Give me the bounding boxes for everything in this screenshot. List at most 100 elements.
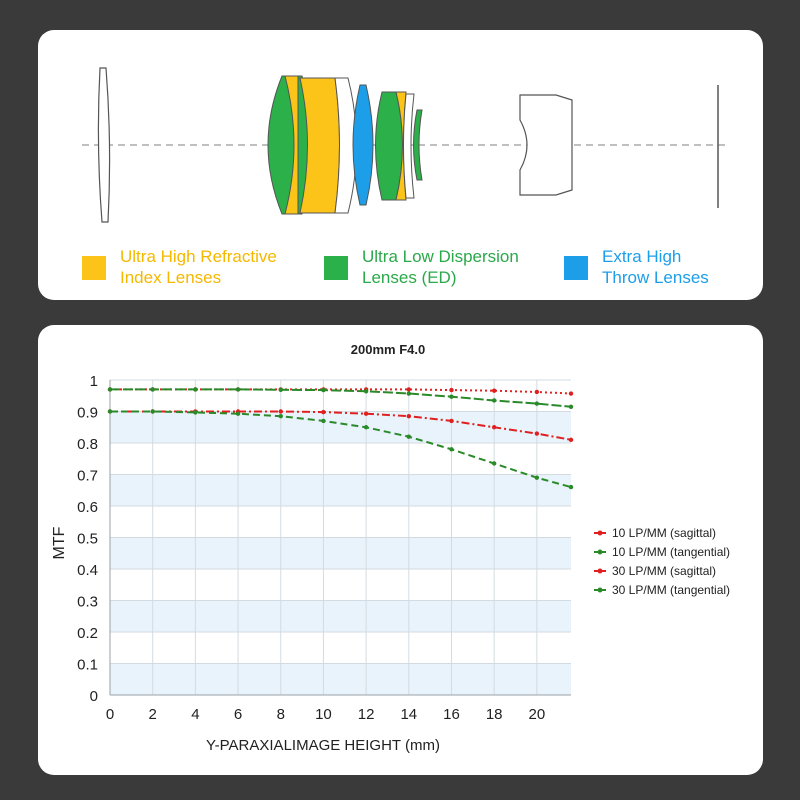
data-point bbox=[150, 387, 155, 392]
data-point bbox=[107, 409, 113, 414]
rear-group bbox=[519, 94, 573, 196]
data-point bbox=[406, 387, 411, 392]
x-tick-label: 6 bbox=[234, 706, 242, 723]
legend-extra-high-throw: Extra High Throw Lenses bbox=[564, 246, 709, 288]
y-axis-label: MTF bbox=[51, 526, 68, 559]
uhr-lens-1 bbox=[284, 75, 299, 215]
data-point bbox=[363, 411, 369, 416]
data-point bbox=[568, 437, 574, 443]
clear-lens-2 bbox=[403, 93, 415, 199]
ed-lens-3 bbox=[413, 109, 423, 181]
eht-lens bbox=[352, 84, 374, 206]
data-point bbox=[568, 484, 574, 490]
data-point bbox=[321, 409, 326, 415]
legend-label: 10 LP/MM (sagittal) bbox=[612, 526, 716, 540]
x-tick-label: 12 bbox=[358, 706, 375, 723]
legend-ultra-low-dispersion: Ultra Low Dispersion Lenses (ED) bbox=[324, 246, 519, 288]
data-point bbox=[406, 414, 411, 419]
x-tick-label: 20 bbox=[529, 706, 546, 723]
x-axis-label: Y-PARAXIALIMAGE HEIGHT (mm) bbox=[206, 737, 440, 754]
series-line bbox=[110, 410, 572, 489]
data-point bbox=[534, 401, 540, 406]
legend-label: Ultra High Refractive bbox=[120, 247, 277, 266]
x-tick-label: 0 bbox=[106, 706, 114, 723]
y-tick-label: 0.6 bbox=[77, 499, 98, 516]
data-point bbox=[534, 431, 540, 436]
y-tick-label: 0.4 bbox=[77, 562, 98, 579]
x-tick-label: 4 bbox=[191, 706, 199, 723]
legend-ultra-high-refractive: Ultra High Refractive Index Lenses bbox=[82, 246, 277, 288]
data-point bbox=[449, 387, 454, 393]
data-point bbox=[150, 409, 155, 414]
legend-swatch-yellow bbox=[82, 256, 106, 280]
legend-marker bbox=[597, 587, 603, 593]
x-tick-label: 2 bbox=[149, 706, 157, 723]
data-point bbox=[363, 425, 369, 430]
legend-swatch-green bbox=[324, 256, 348, 280]
y-tick-label: 0.2 bbox=[77, 625, 98, 642]
y-tick-label: 0.1 bbox=[77, 657, 98, 674]
data-point bbox=[406, 434, 411, 439]
legend-label: Extra High bbox=[602, 247, 682, 266]
mtf-chart: 200mm F4.0 Y-PARAXIALIMAGE HEIGHT (mm) M… bbox=[51, 342, 730, 754]
data-point bbox=[491, 461, 497, 466]
data-point bbox=[406, 391, 411, 396]
x-tick-label: 18 bbox=[486, 706, 503, 723]
data-point bbox=[107, 387, 113, 392]
x-tick-label: 16 bbox=[443, 706, 460, 723]
legend-label: 10 LP/MM (tangential) bbox=[612, 545, 730, 559]
legend-marker bbox=[597, 530, 603, 536]
series-line bbox=[110, 388, 572, 408]
data-point bbox=[193, 387, 198, 392]
data-point bbox=[491, 388, 497, 393]
legend-label: 30 LP/MM (tangential) bbox=[612, 583, 730, 597]
data-point bbox=[235, 387, 241, 392]
data-point bbox=[568, 404, 574, 409]
y-tick-label: 0.9 bbox=[77, 405, 98, 422]
mtf-chart-card: 200mm F4.0 Y-PARAXIALIMAGE HEIGHT (mm) M… bbox=[38, 325, 763, 775]
x-tick-label: 10 bbox=[315, 706, 332, 723]
x-tick-label: 14 bbox=[400, 706, 417, 723]
legend-marker bbox=[597, 568, 603, 574]
legend-label: Throw Lenses bbox=[602, 268, 709, 287]
lens-diagram-card: Ultra High Refractive Index Lenses Ultra… bbox=[38, 30, 763, 300]
grid-band bbox=[110, 411, 571, 443]
ed-lens-2 bbox=[375, 91, 403, 201]
series-group bbox=[107, 387, 574, 490]
legend-swatch-blue bbox=[564, 256, 588, 280]
x-tick-label: 8 bbox=[277, 706, 285, 723]
legend-label: Ultra Low Dispersion bbox=[362, 247, 519, 266]
grid-band bbox=[110, 600, 571, 632]
data-point bbox=[491, 398, 497, 403]
front-element bbox=[97, 67, 111, 223]
y-tick-label: 0.7 bbox=[77, 468, 98, 485]
data-point bbox=[534, 475, 540, 480]
y-tick-labels: 0 0.1 0.2 0.3 0.4 0.5 0.6 0.7 0.8 0.9 1 bbox=[77, 373, 98, 705]
grid-band bbox=[110, 537, 571, 569]
data-point bbox=[363, 389, 369, 394]
y-tick-label: 0.3 bbox=[77, 594, 98, 611]
data-point bbox=[321, 387, 326, 393]
data-point bbox=[278, 414, 283, 419]
data-point bbox=[193, 410, 198, 415]
lens-diagram bbox=[82, 67, 730, 223]
data-point bbox=[449, 447, 454, 452]
legend-marker bbox=[597, 549, 603, 555]
chart-legend: 10 LP/MM (sagittal) 10 LP/MM (tangential)… bbox=[594, 526, 730, 597]
data-point bbox=[278, 387, 283, 392]
grid-bands bbox=[110, 411, 571, 695]
data-point bbox=[449, 394, 454, 399]
grid-band bbox=[110, 474, 571, 506]
legend-label: Index Lenses bbox=[120, 268, 222, 287]
data-point bbox=[449, 418, 454, 424]
x-tick-labels: 0 2 4 6 8 10 12 14 16 18 20 bbox=[106, 706, 545, 723]
legend-label: 30 LP/MM (sagittal) bbox=[612, 564, 716, 578]
data-point bbox=[321, 418, 326, 424]
data-point bbox=[278, 409, 283, 414]
y-tick-label: 0.8 bbox=[77, 436, 98, 453]
data-point bbox=[491, 425, 497, 430]
grid-band bbox=[110, 663, 571, 695]
y-tick-label: 1 bbox=[90, 373, 98, 390]
series-line bbox=[110, 388, 572, 395]
y-tick-label: 0 bbox=[90, 688, 98, 705]
